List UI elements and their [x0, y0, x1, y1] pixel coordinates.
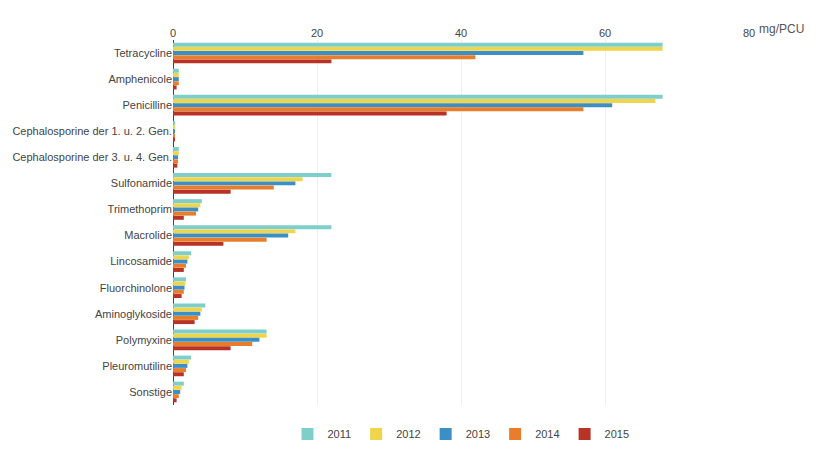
svg-text:Tetracycline: Tetracycline: [114, 47, 172, 59]
svg-text:2014: 2014: [535, 428, 559, 440]
svg-text:Penicilline: Penicilline: [122, 99, 172, 111]
svg-text:Sulfonamide: Sulfonamide: [111, 177, 172, 189]
svg-text:mg/PCU: mg/PCU: [759, 22, 804, 36]
svg-text:Macrolide: Macrolide: [124, 229, 172, 241]
svg-text:Fluorchinolone: Fluorchinolone: [100, 282, 172, 294]
svg-text:2011: 2011: [328, 428, 352, 440]
svg-text:Cephalosporine der 1. u. 2. Ge: Cephalosporine der 1. u. 2. Gen.: [12, 125, 172, 137]
svg-text:Lincosamide: Lincosamide: [110, 255, 172, 267]
svg-text:Polymyxine: Polymyxine: [116, 334, 172, 346]
svg-text:Trimethoprim: Trimethoprim: [108, 203, 172, 215]
svg-text:60: 60: [599, 27, 611, 39]
svg-text:Aminoglykoside: Aminoglykoside: [95, 308, 172, 320]
svg-text:Amphenicole: Amphenicole: [108, 73, 172, 85]
svg-text:20: 20: [311, 27, 323, 39]
svg-text:40: 40: [455, 27, 467, 39]
svg-text:80: 80: [743, 27, 755, 39]
svg-text:Sonstige: Sonstige: [129, 386, 172, 398]
svg-text:0: 0: [170, 27, 176, 39]
svg-text:2012: 2012: [396, 428, 420, 440]
svg-text:2013: 2013: [466, 428, 490, 440]
svg-text:Pleuromutiline: Pleuromutiline: [102, 360, 172, 372]
svg-text:2015: 2015: [605, 428, 629, 440]
svg-text:Cephalosporine der 3. u. 4. Ge: Cephalosporine der 3. u. 4. Gen.: [12, 151, 172, 163]
